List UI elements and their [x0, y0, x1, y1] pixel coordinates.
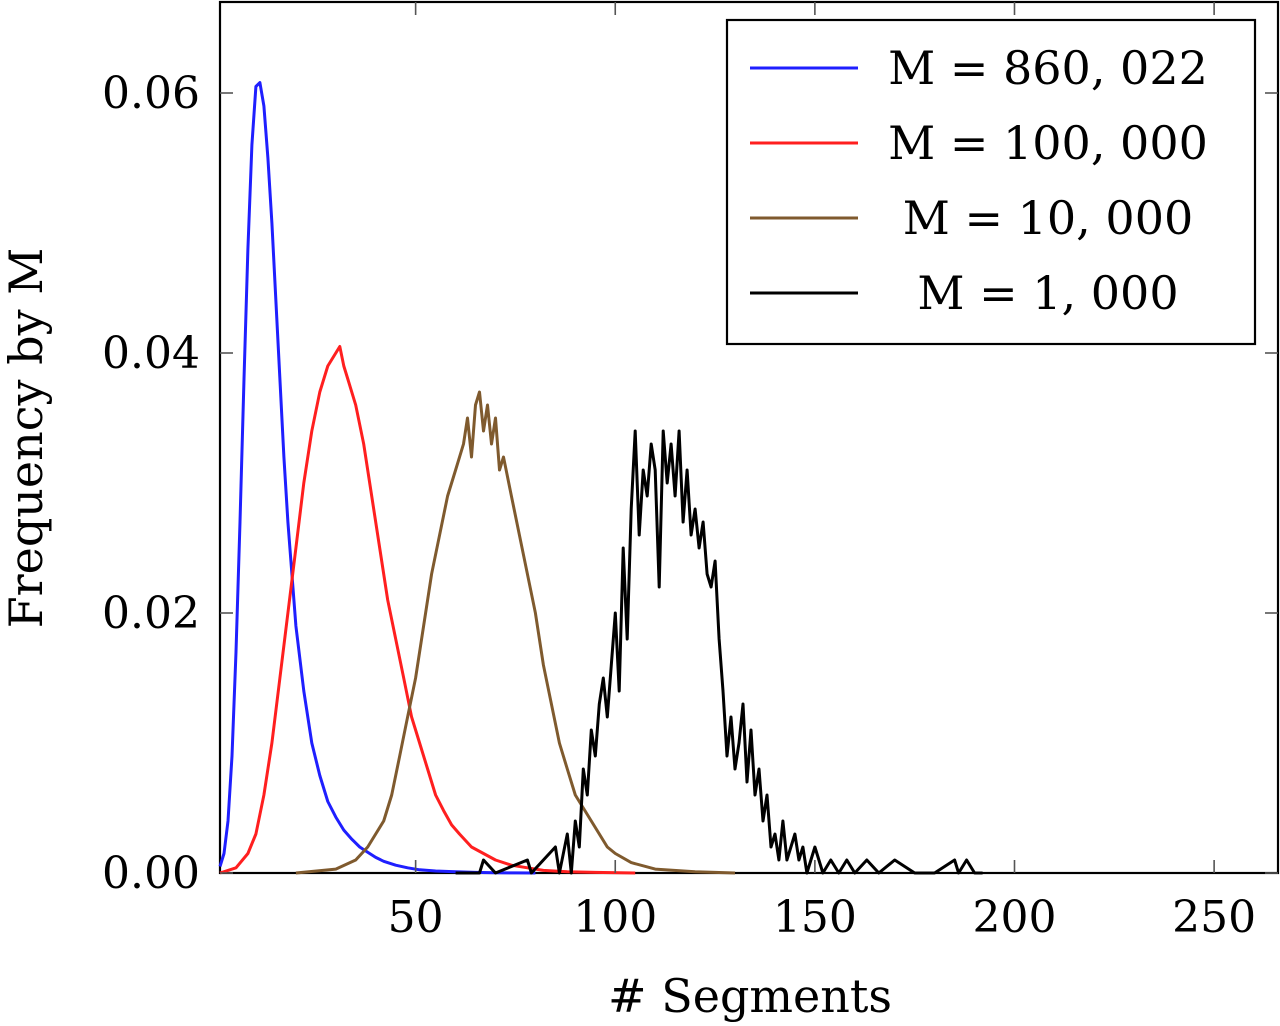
- y-axis-label: Frequency by M: [0, 248, 53, 629]
- y-tick-label: 0.04: [102, 328, 200, 379]
- legend-box: [725, 18, 1257, 346]
- legend-label: M = 10, 000: [903, 191, 1193, 245]
- plot-area: [218, 0, 1280, 875]
- series-line-1: [219, 345, 636, 875]
- y-tick-label: 0.02: [102, 588, 200, 639]
- plot-frame: [218, 0, 1280, 875]
- x-tick-label: 250: [1172, 892, 1256, 943]
- series-lines: [218, 81, 983, 875]
- y-tick-label: 0.06: [102, 68, 200, 119]
- x-tick-label: 150: [773, 892, 857, 943]
- legend-label: M = 100, 000: [888, 116, 1208, 170]
- x-tick-label: 200: [973, 892, 1057, 943]
- x-tick-label: 100: [573, 892, 657, 943]
- y-tick-label: 0.00: [102, 848, 200, 899]
- legend: M = 860, 022 M = 100, 000 M = 10, 000 M = 1…: [725, 18, 1257, 346]
- legend-label: M = 1, 000: [917, 266, 1178, 320]
- axis-ticks: 50 100 150 200 250 0.00 0.02 0.04 0.06: [102, 2, 1278, 943]
- legend-label: M = 860, 022: [888, 41, 1208, 95]
- x-tick-label: 50: [388, 892, 444, 943]
- series-line-0: [218, 81, 536, 875]
- series-line-3: [455, 429, 983, 875]
- x-axis-label: # Segments: [608, 969, 892, 1023]
- series-line-2: [295, 390, 736, 875]
